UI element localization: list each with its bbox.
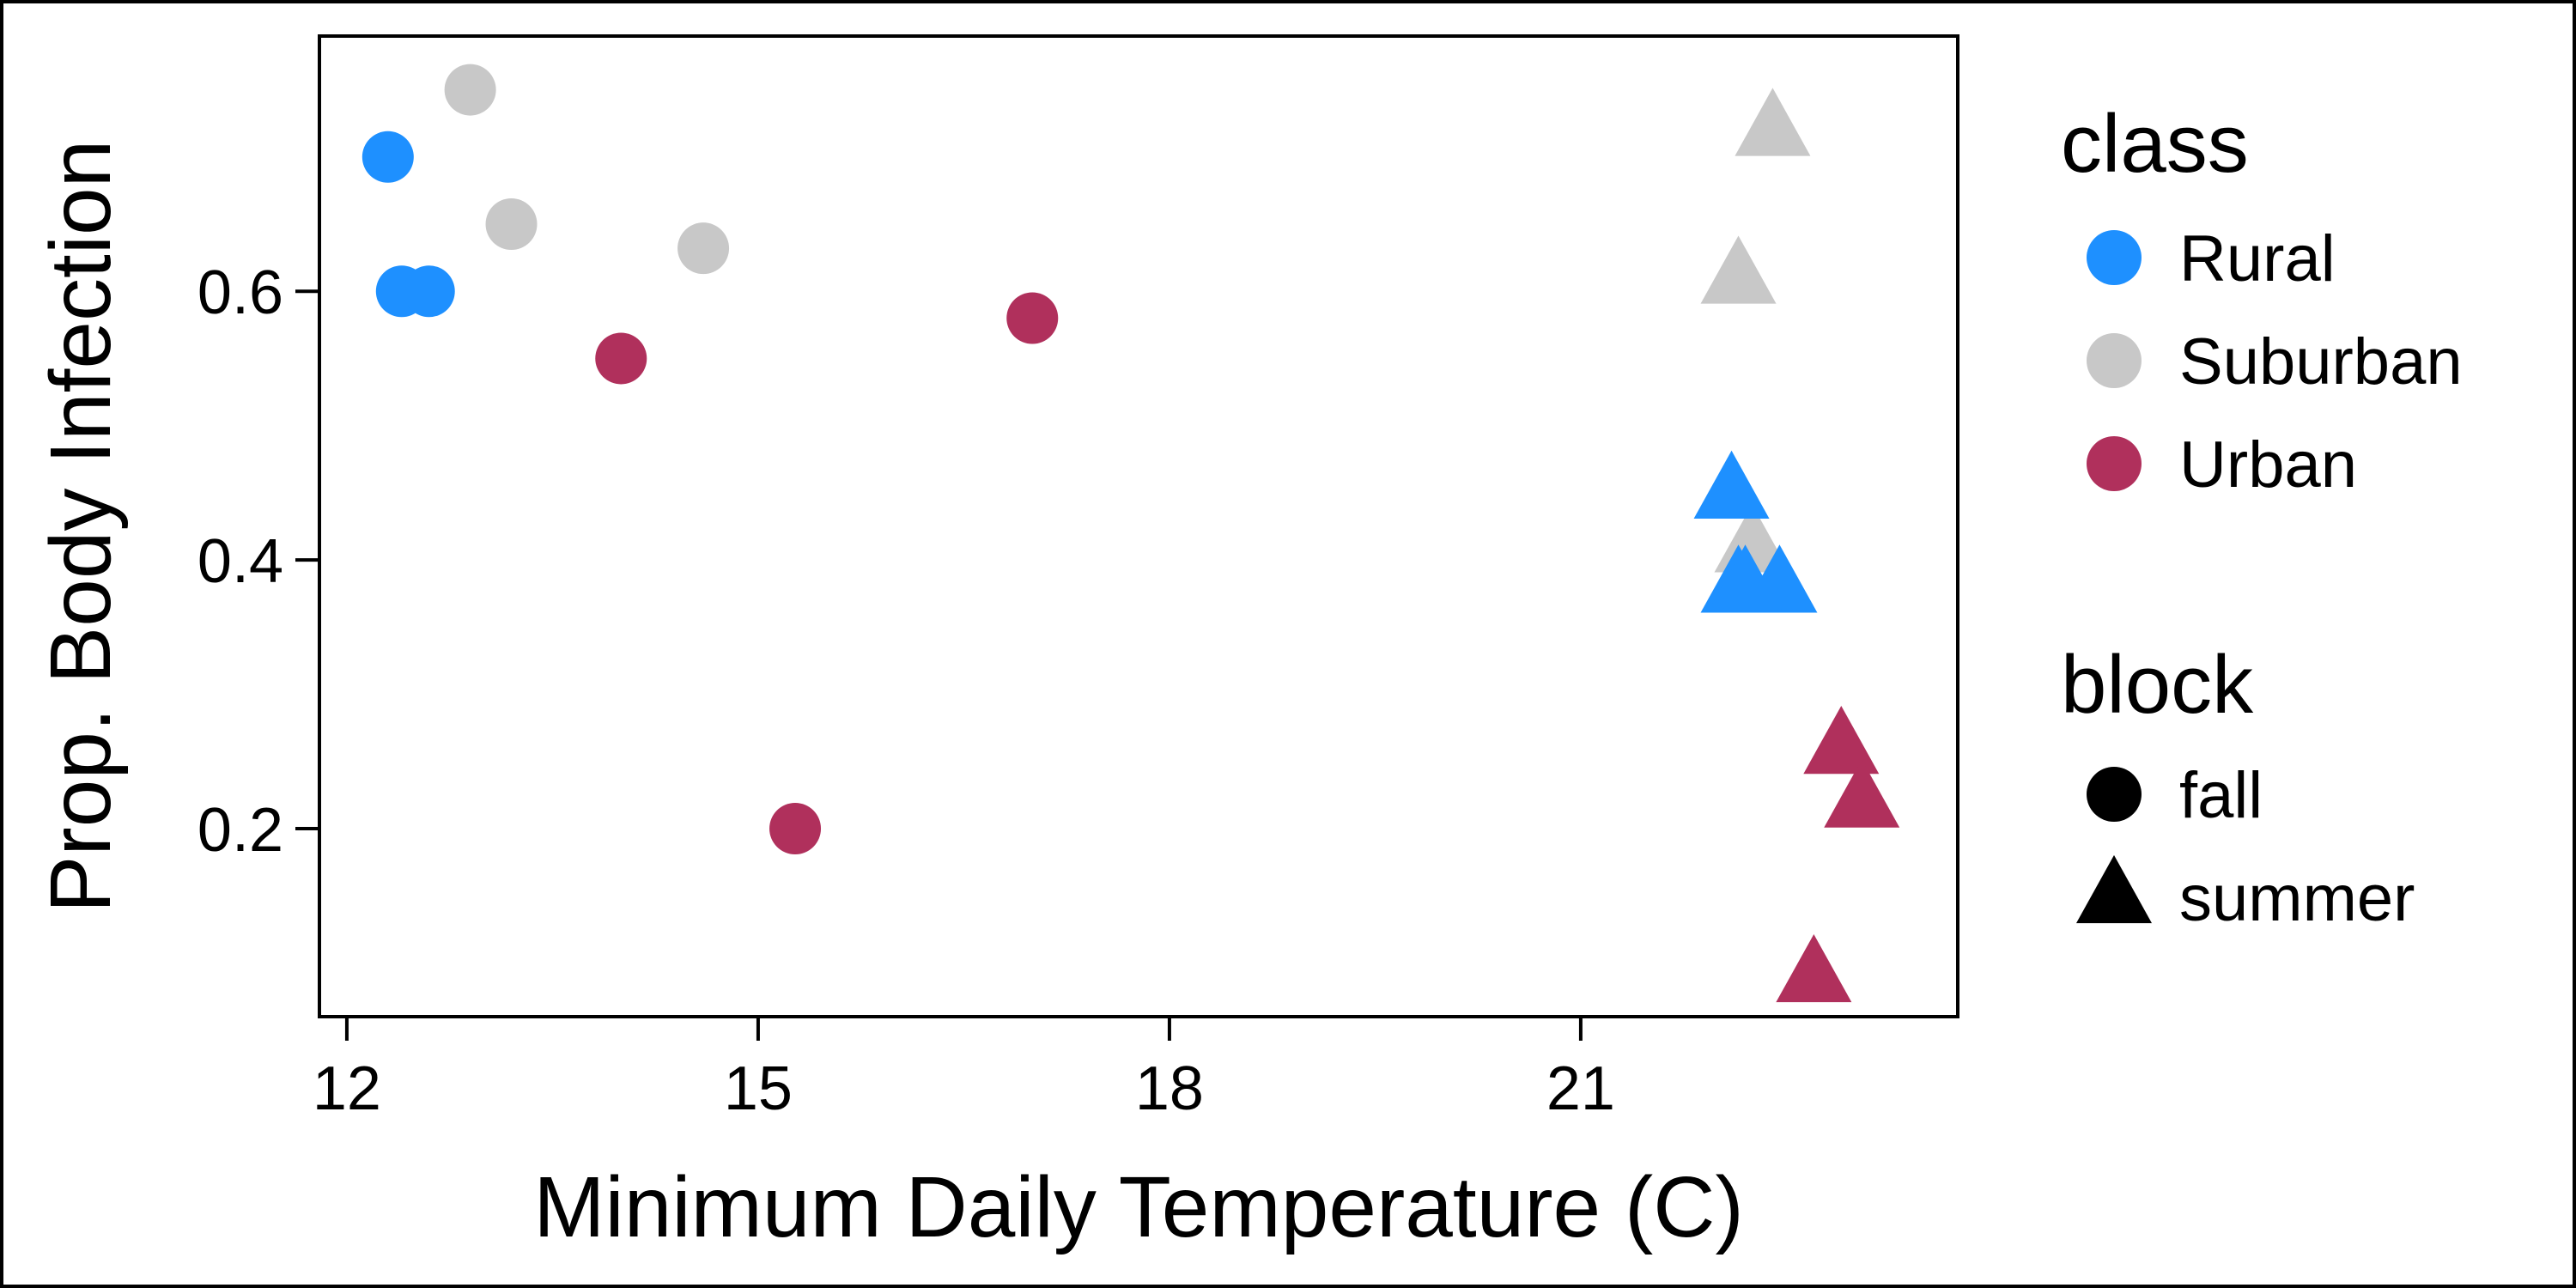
x-tick-label: 15	[724, 1054, 793, 1123]
legend-key-suburban	[2087, 333, 2142, 388]
legend-label-urban: Urban	[2179, 428, 2357, 501]
legend-key-urban	[2087, 436, 2142, 491]
x-tick-label: 18	[1135, 1054, 1204, 1123]
y-tick-label: 0.2	[197, 796, 283, 865]
point-rural-summer	[1693, 450, 1770, 519]
point-urban-fall	[595, 332, 647, 385]
legend: class Rural Suburban Urban block fall summer	[2061, 98, 2463, 935]
point-urban-summer	[1824, 759, 1900, 828]
point-suburban-fall	[485, 198, 538, 251]
legend-key-summer	[2076, 854, 2152, 924]
legend-title-block: block	[2061, 639, 2254, 731]
legend-key-fall	[2087, 767, 2142, 822]
legend-label-suburban: Suburban	[2179, 325, 2463, 398]
point-urban-summer	[1776, 933, 1852, 1003]
legend-key-rural	[2087, 230, 2142, 285]
point-urban-fall	[769, 802, 822, 854]
x-axis: 12 15 18 21	[313, 1018, 1615, 1123]
y-tick-label: 0.6	[197, 258, 283, 327]
point-rural-summer	[1707, 544, 1783, 613]
y-tick-label: 0.4	[197, 527, 283, 596]
point-suburban-summer	[1735, 88, 1811, 156]
y-axis: 0.2 0.4 0.6	[197, 258, 318, 865]
x-axis-title: Minimum Daily Temperature (C)	[533, 1159, 1744, 1255]
point-urban-fall	[1006, 292, 1059, 344]
point-rural-fall	[403, 265, 455, 318]
legend-label-fall: fall	[2179, 759, 2263, 832]
x-tick-label: 21	[1546, 1054, 1615, 1123]
point-suburban-fall	[444, 64, 496, 116]
point-suburban-summer	[1700, 235, 1777, 304]
x-tick-label: 12	[313, 1054, 381, 1123]
legend-label-rural: Rural	[2179, 222, 2336, 295]
legend-title-class: class	[2061, 98, 2249, 190]
legend-label-summer: summer	[2179, 862, 2415, 935]
point-suburban-fall	[677, 222, 730, 275]
data-points	[361, 64, 1900, 1003]
point-rural-fall	[361, 131, 414, 183]
y-axis-title: Prop. Body Infection	[33, 140, 129, 914]
point-urban-summer	[1803, 706, 1880, 775]
plot-panel	[318, 34, 1959, 1018]
